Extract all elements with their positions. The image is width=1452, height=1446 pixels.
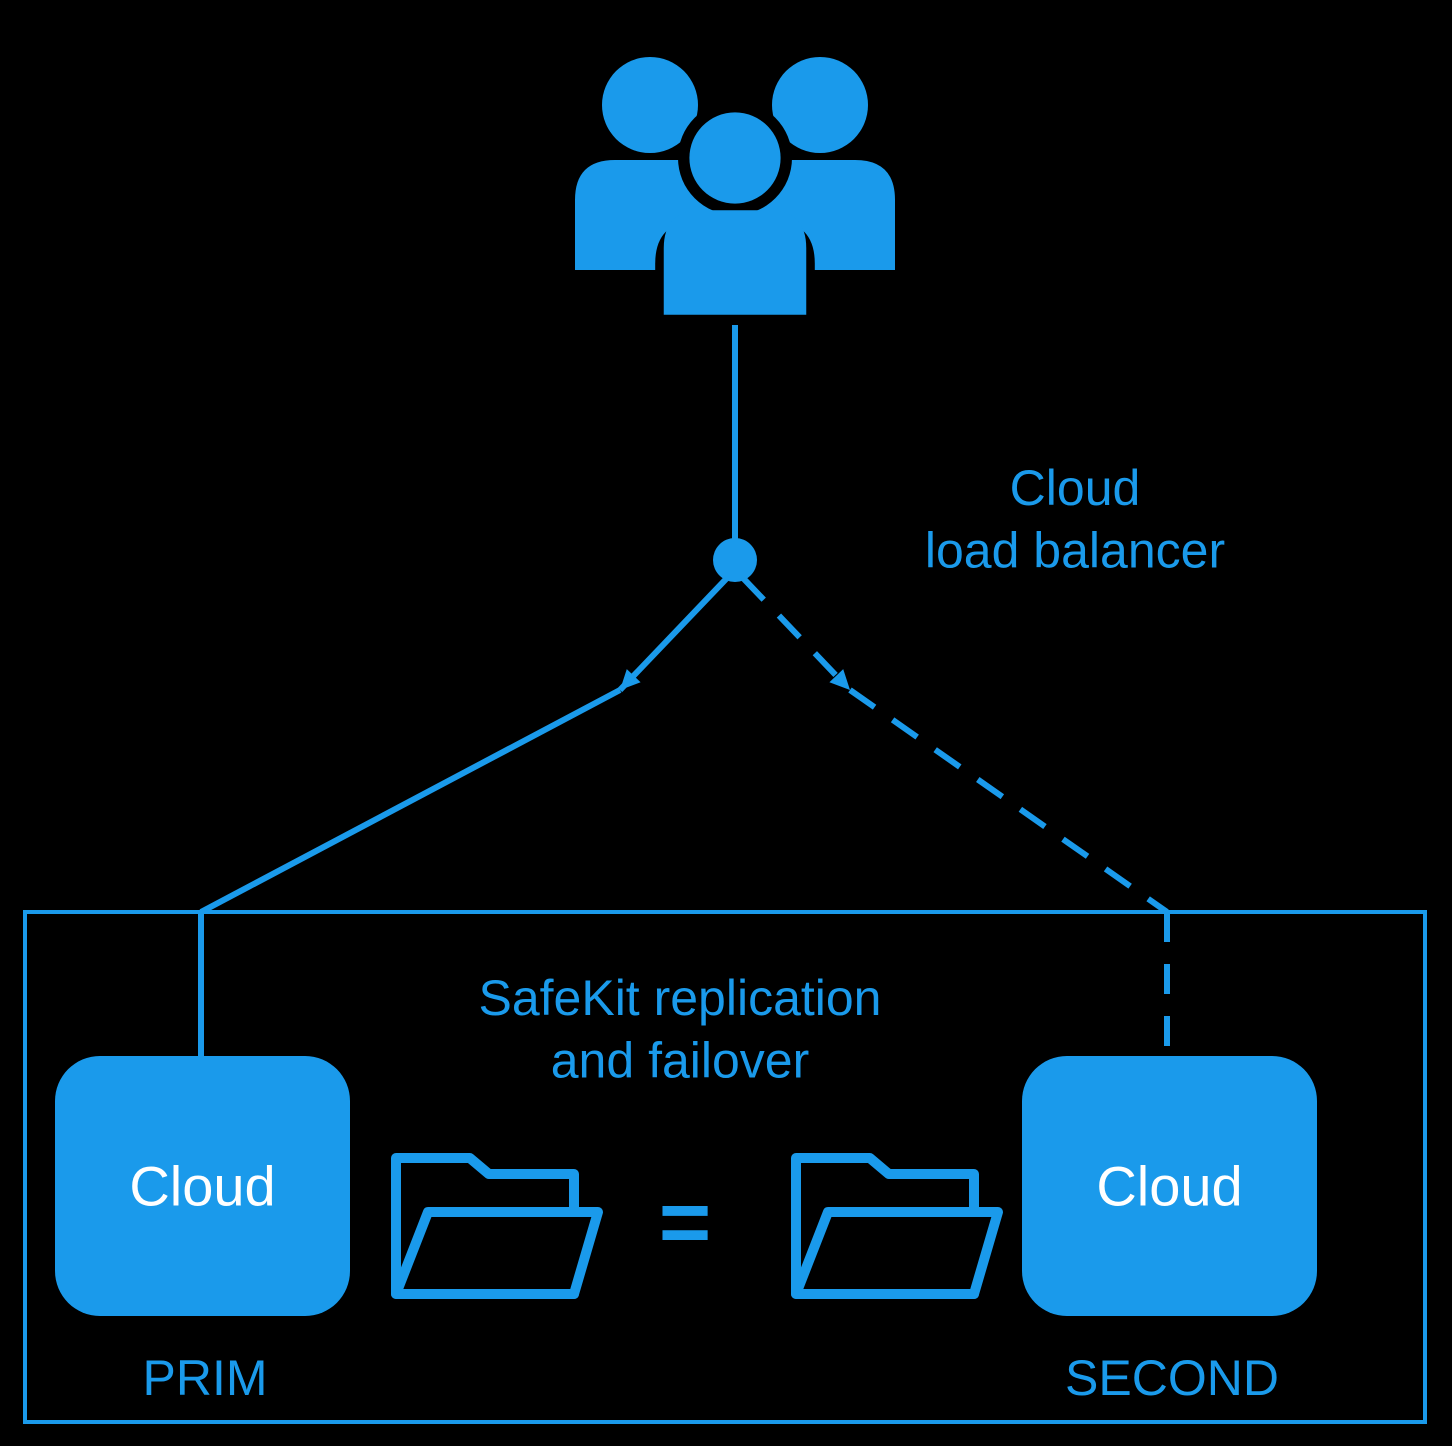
equals-label: = — [659, 1173, 712, 1273]
pivot-node — [713, 538, 757, 582]
architecture-diagram: Cloudload balancer SafeKit replicationand… — [0, 0, 1452, 1446]
folder-right-icon — [796, 1158, 998, 1294]
users-icon — [575, 57, 895, 338]
folder-left-icon — [396, 1158, 598, 1294]
edge-to-second — [850, 690, 1167, 912]
second-role-label: SECOND — [1065, 1350, 1279, 1406]
edge-pivot-arrow-right — [743, 578, 850, 690]
edge-pivot-arrow-left — [620, 578, 727, 690]
load-balancer-label: Cloudload balancer — [925, 460, 1225, 579]
edge-to-prim — [201, 690, 620, 912]
prim-node-label: Cloud — [129, 1155, 275, 1218]
second-node-label: Cloud — [1096, 1155, 1242, 1218]
prim-role-label: PRIM — [143, 1350, 268, 1406]
replication-label: SafeKit replicationand failover — [478, 970, 881, 1089]
